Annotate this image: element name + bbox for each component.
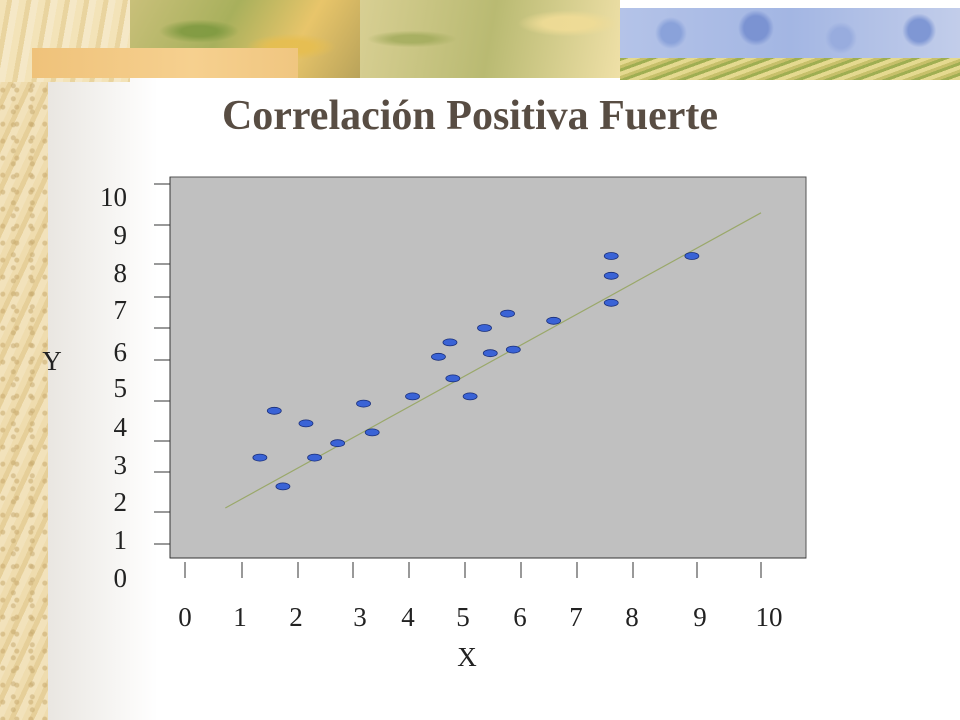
x-tick-label: 8 [625, 602, 639, 632]
x-tick-label: 0 [178, 602, 192, 632]
slide-title-text: Correlación Positiva Fuerte [221, 93, 719, 139]
data-point [330, 439, 346, 448]
x-tick-label: 9 [693, 602, 707, 632]
x-tick-label: 6 [513, 602, 527, 632]
data-point [266, 406, 282, 415]
data-point [307, 453, 323, 462]
data-point [252, 453, 268, 462]
y-axis-ticks [154, 183, 170, 545]
data-point [546, 316, 562, 325]
x-tick-label: 5 [456, 602, 470, 632]
data-point [405, 392, 420, 401]
x-tick-label: 7 [569, 602, 583, 632]
axes [169, 177, 806, 559]
slide-title: Correlación Positiva Fuerte [0, 92, 960, 140]
y-tick-label: 1 [114, 525, 128, 555]
data-point [603, 298, 619, 307]
data-point [603, 252, 619, 260]
y-tick-label: 2 [114, 487, 128, 517]
y-tick-label: 0 [114, 563, 128, 593]
banner-orange-bar [32, 48, 298, 78]
y-tick-label: 5 [114, 373, 128, 403]
data-point [298, 419, 314, 428]
y-tick-label: 7 [114, 295, 128, 325]
data-point [442, 338, 458, 347]
data-point [356, 399, 371, 408]
data-point [445, 374, 461, 383]
data-point [500, 309, 515, 318]
x-tick-label: 2 [289, 602, 303, 632]
data-point [431, 352, 446, 361]
data-point [603, 271, 619, 280]
x-axis-tick-labels: 0 1 2 3 4 5 6 7 8 9 10 [178, 602, 782, 632]
y-tick-label: 3 [114, 450, 128, 480]
left-gradient [48, 0, 158, 720]
banner-grass [620, 58, 960, 80]
decorative-banner [0, 0, 960, 82]
data-point [684, 252, 700, 260]
data-point [462, 392, 478, 401]
data-point [477, 324, 492, 332]
y-axis-label: Y [42, 346, 62, 376]
y-tick-label: 10 [100, 182, 127, 212]
x-tick-label: 4 [401, 602, 415, 632]
x-tick-label: 10 [756, 602, 783, 632]
left-texture-strip [0, 0, 48, 720]
x-axis-label: X [457, 642, 477, 672]
data-point [364, 428, 380, 437]
y-tick-label: 9 [114, 220, 128, 250]
data-point [275, 482, 291, 491]
x-tick-label: 1 [233, 602, 247, 632]
x-axis-ticks [184, 562, 762, 578]
data-point [505, 345, 521, 354]
y-tick-label: 8 [114, 258, 128, 288]
y-tick-label: 4 [114, 412, 128, 442]
banner-blue-flowers [620, 8, 960, 58]
banner-leaves-image-2 [360, 0, 620, 78]
y-axis-tick-labels: 0 1 2 3 4 5 6 7 8 9 10 [100, 182, 128, 593]
data-points [252, 252, 700, 491]
plot-area [169, 176, 807, 559]
x-tick-label: 3 [353, 602, 367, 632]
y-tick-label: 6 [114, 337, 128, 367]
data-point [482, 349, 498, 358]
